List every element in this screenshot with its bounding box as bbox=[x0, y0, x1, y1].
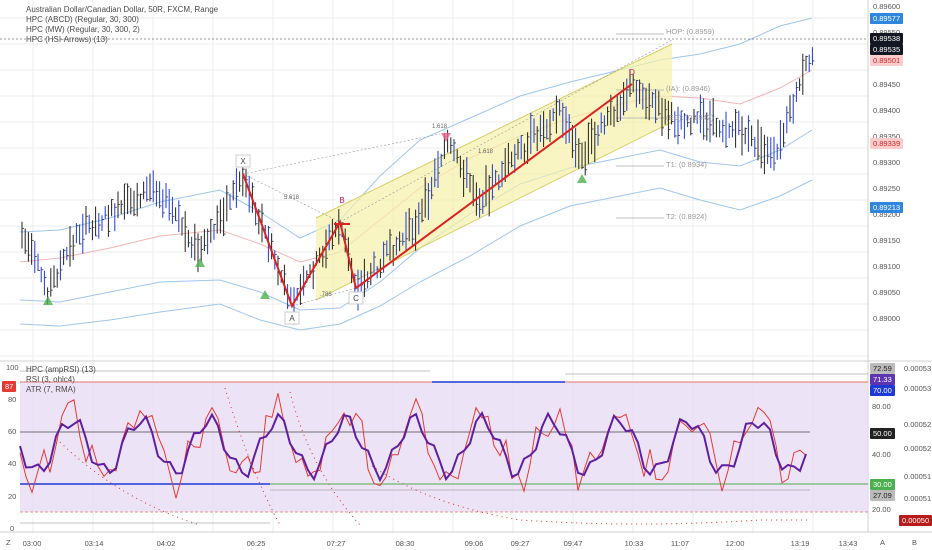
time-tick: 09:27 bbox=[510, 539, 530, 548]
indicator-label[interactable]: HPC (ampRSI) (13) bbox=[26, 365, 96, 374]
point-b-label: B bbox=[339, 196, 344, 205]
time-tick: 04:02 bbox=[156, 539, 176, 548]
point-d-label: D bbox=[629, 68, 635, 77]
time-tick: 10:33 bbox=[624, 539, 644, 548]
atr-tick: 0.00051 bbox=[904, 472, 932, 481]
price-tick: 0.89300 bbox=[873, 158, 901, 167]
rsi-tick: 20.00 bbox=[872, 505, 891, 514]
up-arrow bbox=[195, 258, 205, 267]
indicator-label[interactable]: HPC (HSI-Arrows) (13) bbox=[26, 35, 108, 44]
rsi-tag: 72.59 bbox=[870, 363, 895, 374]
point-c-label: C bbox=[353, 294, 359, 303]
time-tick: 11:07 bbox=[670, 539, 690, 548]
price-tag: 0.89339 bbox=[870, 138, 904, 149]
price-tick: 0.89050 bbox=[873, 288, 901, 297]
price-tag: 0.89213 bbox=[870, 202, 904, 213]
atr-tick: 0.00053 bbox=[904, 384, 932, 393]
lower-band-2 bbox=[19, 179, 813, 331]
price-tick: 0.89000 bbox=[873, 314, 901, 323]
zoom-icon[interactable]: Z bbox=[6, 538, 11, 547]
rsi-tick: 60 bbox=[8, 427, 17, 436]
rsi-tag: 70.00 bbox=[870, 385, 895, 396]
atr-tick: 0.00052 bbox=[904, 444, 932, 453]
rsi-tag: 30.00 bbox=[870, 479, 895, 490]
down-arrow bbox=[441, 133, 451, 142]
price-tag: 0.89501 bbox=[870, 55, 904, 66]
up-arrow bbox=[577, 174, 587, 183]
time-tick: 08:30 bbox=[395, 539, 415, 548]
ratio-label: 1.618 bbox=[432, 124, 448, 130]
rsi-tick: 80 bbox=[8, 395, 17, 404]
chart-title: Australian Dollar/Canadian Dollar, 50R, … bbox=[26, 5, 219, 14]
ratio-label: 5.618 bbox=[284, 195, 300, 201]
indicator-label[interactable]: ATR (7, RMA) bbox=[26, 385, 76, 394]
t1-label: T1: (0.8934) bbox=[666, 160, 707, 169]
rsi-slow-line bbox=[19, 411, 807, 483]
rsi-tick: 40.00 bbox=[872, 450, 891, 459]
settings-button[interactable]: B bbox=[912, 538, 918, 547]
up-arrow bbox=[43, 296, 53, 305]
price-tick: 0.89350 bbox=[873, 132, 901, 141]
indicator-label[interactable]: HPC (ABCD) (Regular, 30, 300) bbox=[26, 15, 139, 24]
price-tick: 0.89600 bbox=[873, 2, 901, 11]
price-tick: 0.89400 bbox=[873, 106, 901, 115]
rsi-tag: 71.33 bbox=[870, 374, 895, 385]
t2-label: T2: (0.8924) bbox=[666, 212, 707, 221]
atr-tick: 0.00051 bbox=[904, 494, 932, 503]
time-tick: 06:25 bbox=[246, 539, 266, 548]
price-tag: 0.89577 bbox=[870, 13, 904, 24]
point-x-label: X bbox=[240, 157, 246, 166]
hop-label: HOP: (0.8959) bbox=[666, 27, 715, 36]
rsi-value-badge: 87 bbox=[2, 381, 17, 392]
time-tick: 12:00 bbox=[725, 539, 745, 548]
price-tick: 0.89150 bbox=[873, 236, 901, 245]
time-tick: 03:00 bbox=[22, 539, 42, 548]
indicator-label[interactable]: RSI (3, ohlc4) bbox=[26, 375, 75, 384]
price-tick: 0.89200 bbox=[873, 210, 901, 219]
atr-tick: 0.00052 bbox=[904, 420, 932, 429]
ratio-label: 1.618 bbox=[478, 149, 494, 155]
rsi-tag: 50.00 bbox=[870, 428, 895, 439]
rsi-tick: 0 bbox=[10, 524, 15, 533]
price-tag: 0.89535 bbox=[870, 44, 904, 55]
price-tick: 0.89450 bbox=[873, 80, 901, 89]
auto-scale-button[interactable]: A bbox=[880, 538, 886, 547]
time-tick: 09:47 bbox=[563, 539, 583, 548]
indicator-label[interactable]: HPC (MW) (Regular, 30, 300, 2) bbox=[26, 25, 140, 34]
ec-label: (EC): (0.8942) bbox=[666, 113, 714, 122]
point-a-label: A bbox=[289, 314, 295, 323]
time-tick: 03:14 bbox=[84, 539, 104, 548]
atr-tick: 0.00053 bbox=[904, 364, 932, 373]
rsi-tag: 27.09 bbox=[870, 490, 895, 501]
rsi-tick: 20 bbox=[8, 492, 17, 501]
time-tick: 07:27 bbox=[326, 539, 346, 548]
ratio-label: .786 bbox=[320, 292, 332, 298]
time-tick: 13:19 bbox=[790, 539, 810, 548]
time-tick: 13:43 bbox=[838, 539, 858, 548]
price-tick: 0.89550 bbox=[873, 28, 900, 37]
up-arrow bbox=[260, 290, 270, 299]
rsi-tick: 40 bbox=[8, 459, 17, 468]
ia-label: (IA): (0.8946) bbox=[666, 84, 711, 93]
atr-tag: 0.00050 bbox=[899, 515, 932, 526]
rsi-tick: 100 bbox=[6, 363, 19, 372]
xabcd-pattern bbox=[242, 83, 633, 309]
price-tick: 0.89100 bbox=[873, 262, 901, 271]
price-tick: 0.89250 bbox=[873, 184, 901, 193]
pattern-channel bbox=[316, 44, 672, 300]
rsi-tick: 80.00 bbox=[872, 402, 891, 411]
price-tag: 0.89538 bbox=[870, 33, 904, 44]
time-tick: 09:06 bbox=[464, 539, 484, 548]
